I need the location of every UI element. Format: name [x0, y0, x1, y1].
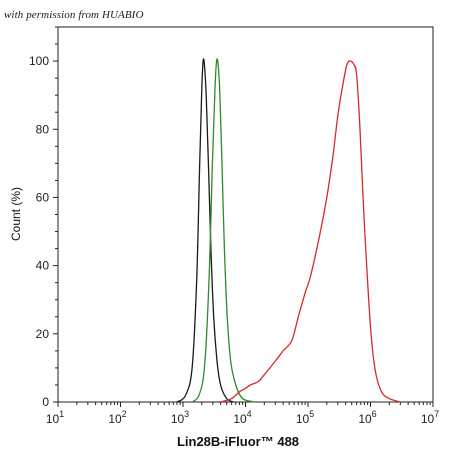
x-tick-label: 101	[46, 409, 64, 426]
y-tick-label: 100	[29, 54, 49, 68]
x-tick-label: 103	[171, 409, 189, 426]
y-tick-label: 0	[42, 395, 49, 409]
y-axis: 0 20 40 60 80 100	[29, 26, 58, 409]
series-line-2	[191, 58, 255, 403]
series-line-1	[176, 58, 235, 403]
y-tick-label: 20	[36, 327, 50, 341]
x-axis-label: Lin28B-iFluor™ 488	[177, 434, 299, 449]
series-line-3	[220, 60, 401, 403]
watermark-text: with permission from HUABIO	[4, 9, 144, 21]
x-tick-label: 107	[421, 409, 439, 426]
plot-frame	[57, 26, 434, 403]
plot-area	[57, 26, 434, 403]
y-tick-label: 40	[36, 259, 50, 273]
x-tick-label: 106	[358, 409, 376, 426]
x-tick-label: 105	[296, 409, 314, 426]
y-tick-label: 60	[36, 190, 50, 204]
y-axis-label: Count (%)	[9, 187, 23, 241]
x-tick-label: 102	[108, 409, 126, 426]
y-tick-label: 80	[36, 122, 50, 136]
x-axis: 101 102 103 104 105 106 107	[46, 402, 439, 426]
x-tick-label: 104	[233, 409, 251, 426]
